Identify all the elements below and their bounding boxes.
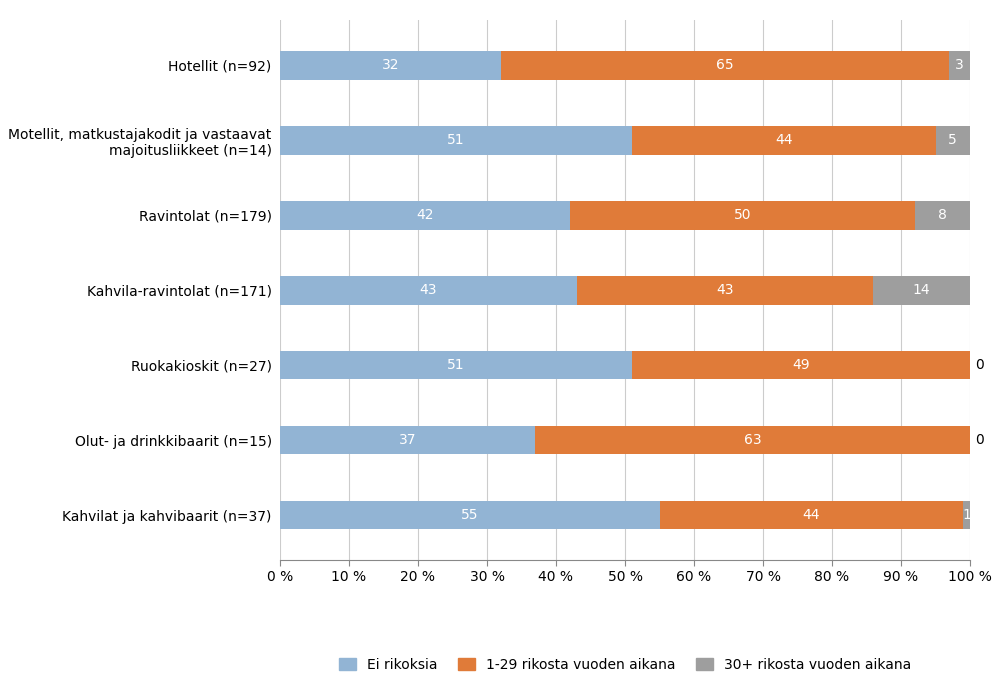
Bar <box>936 126 970 154</box>
Bar <box>280 276 577 305</box>
Bar <box>577 276 873 305</box>
Bar <box>632 351 970 380</box>
Text: 8: 8 <box>938 208 947 223</box>
Bar <box>632 126 936 154</box>
Text: 1: 1 <box>962 508 971 522</box>
Bar <box>535 426 970 454</box>
Text: 37: 37 <box>399 433 416 447</box>
Text: 14: 14 <box>913 283 931 297</box>
Text: 65: 65 <box>716 59 734 72</box>
Bar <box>873 276 970 305</box>
Bar <box>280 426 535 454</box>
Text: 49: 49 <box>792 358 810 372</box>
Bar <box>280 126 632 154</box>
Text: 51: 51 <box>447 358 465 372</box>
Text: 32: 32 <box>382 59 399 72</box>
Text: 5: 5 <box>948 133 957 148</box>
Text: 63: 63 <box>744 433 761 447</box>
Text: 42: 42 <box>416 208 434 223</box>
Text: 55: 55 <box>461 508 479 522</box>
Text: 3: 3 <box>955 59 964 72</box>
Bar <box>660 501 963 529</box>
Bar <box>280 351 632 380</box>
Bar <box>280 201 570 229</box>
Text: 44: 44 <box>775 133 792 148</box>
Text: 43: 43 <box>420 283 437 297</box>
Bar <box>949 51 970 80</box>
Text: 44: 44 <box>803 508 820 522</box>
Legend: Ei rikoksia, 1-29 rikosta vuoden aikana, 30+ rikosta vuoden aikana: Ei rikoksia, 1-29 rikosta vuoden aikana,… <box>339 658 911 672</box>
Bar <box>280 51 501 80</box>
Text: 0: 0 <box>976 433 984 447</box>
Bar <box>501 51 949 80</box>
Bar <box>570 201 915 229</box>
Bar <box>280 501 660 529</box>
Bar <box>963 501 970 529</box>
Bar <box>915 201 970 229</box>
Text: 43: 43 <box>716 283 734 297</box>
Text: 0: 0 <box>976 358 984 372</box>
Text: 50: 50 <box>734 208 751 223</box>
Text: 51: 51 <box>447 133 465 148</box>
